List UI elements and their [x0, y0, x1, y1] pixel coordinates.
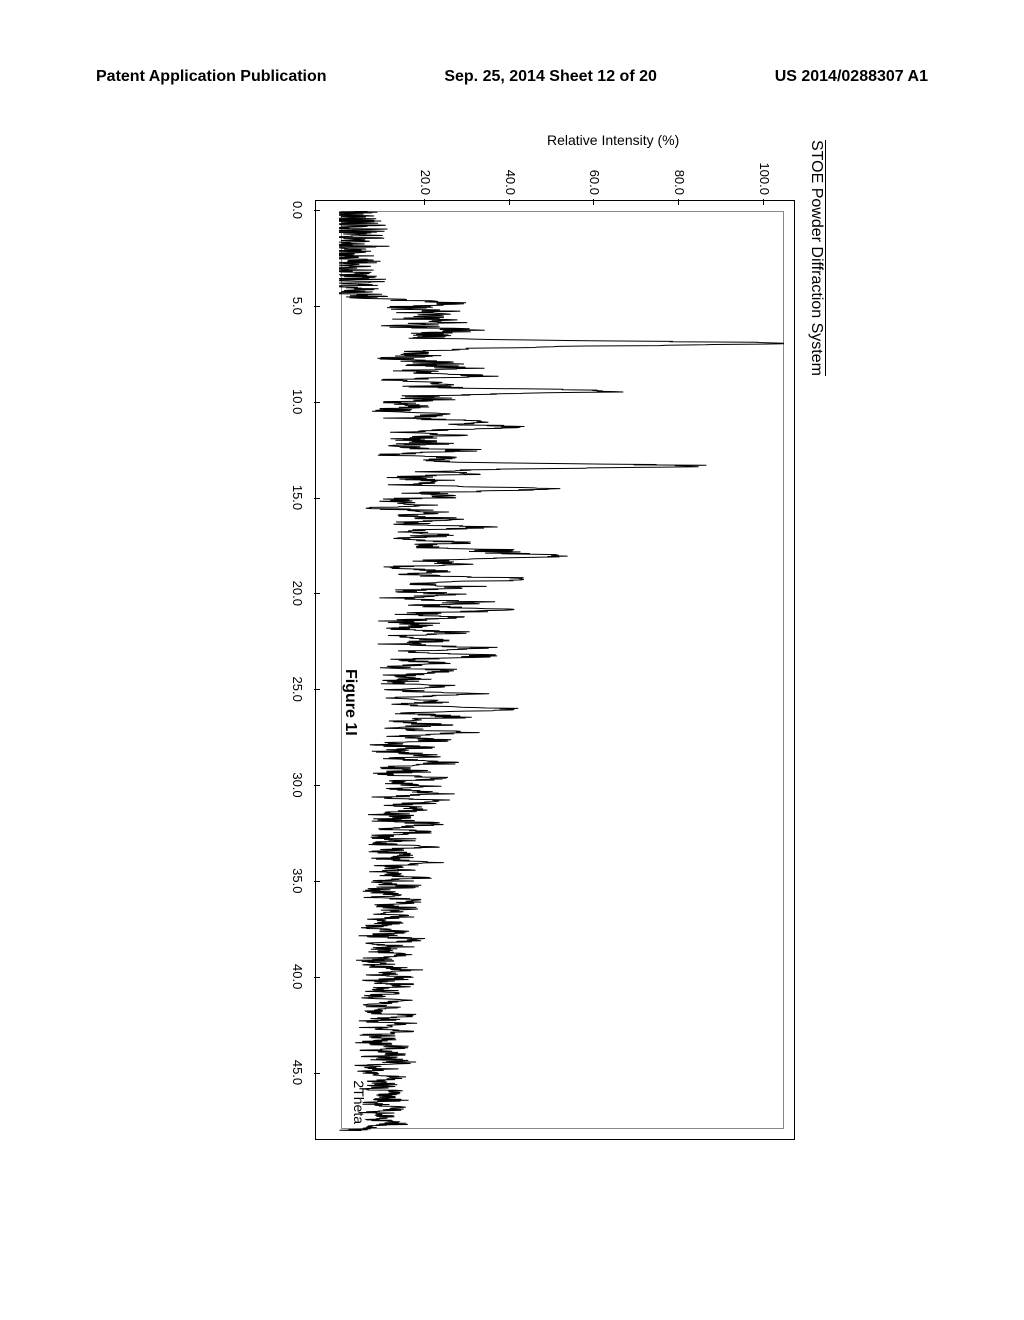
x-tick-mark — [314, 881, 320, 882]
x-tick-mark — [314, 1073, 320, 1074]
plot-area: 2Theta — [315, 200, 795, 1140]
x-tick-label: 5.0 — [290, 297, 305, 315]
x-tick-label: 35.0 — [290, 868, 305, 893]
header-left: Patent Application Publication — [96, 68, 327, 86]
x-tick-label: 0.0 — [290, 201, 305, 219]
y-tick-label: 60.0 — [587, 155, 602, 195]
x-axis-label: 2Theta — [351, 1080, 367, 1124]
x-tick-label: 45.0 — [290, 1060, 305, 1085]
y-tick-mark — [763, 199, 764, 205]
y-tick-mark — [678, 199, 679, 205]
x-tick-label: 20.0 — [290, 581, 305, 606]
y-tick-mark — [593, 199, 594, 205]
header-right: US 2014/0288307 A1 — [775, 68, 928, 86]
x-tick-label: 30.0 — [290, 772, 305, 797]
document-header: Patent Application Publication Sep. 25, … — [0, 68, 1024, 86]
x-tick-label: 40.0 — [290, 964, 305, 989]
y-tick-mark — [424, 199, 425, 205]
chart-wrapper: STOE Powder Diffraction System Relative … — [0, 365, 1024, 965]
x-tick-mark — [314, 402, 320, 403]
x-tick-mark — [314, 689, 320, 690]
x-tick-label: 10.0 — [290, 389, 305, 414]
x-tick-mark — [314, 210, 320, 211]
y-tick-label: 20.0 — [418, 155, 433, 195]
x-tick-mark — [314, 306, 320, 307]
chart-rotated: STOE Powder Diffraction System Relative … — [235, 130, 835, 1200]
xrd-spectrum — [339, 211, 784, 1131]
header-center: Sep. 25, 2014 Sheet 12 of 20 — [444, 68, 657, 86]
y-axis-label: Relative Intensity (%) — [547, 132, 679, 148]
y-tick-mark — [509, 199, 510, 205]
x-tick-mark — [314, 498, 320, 499]
x-tick-mark — [314, 785, 320, 786]
y-tick-label: 40.0 — [503, 155, 518, 195]
x-tick-label: 25.0 — [290, 677, 305, 702]
chart-title: STOE Powder Diffraction System — [807, 140, 825, 376]
x-tick-mark — [314, 977, 320, 978]
x-tick-mark — [314, 593, 320, 594]
y-tick-label: 80.0 — [672, 155, 687, 195]
y-tick-label: 100.0 — [757, 155, 772, 195]
x-tick-label: 15.0 — [290, 485, 305, 510]
